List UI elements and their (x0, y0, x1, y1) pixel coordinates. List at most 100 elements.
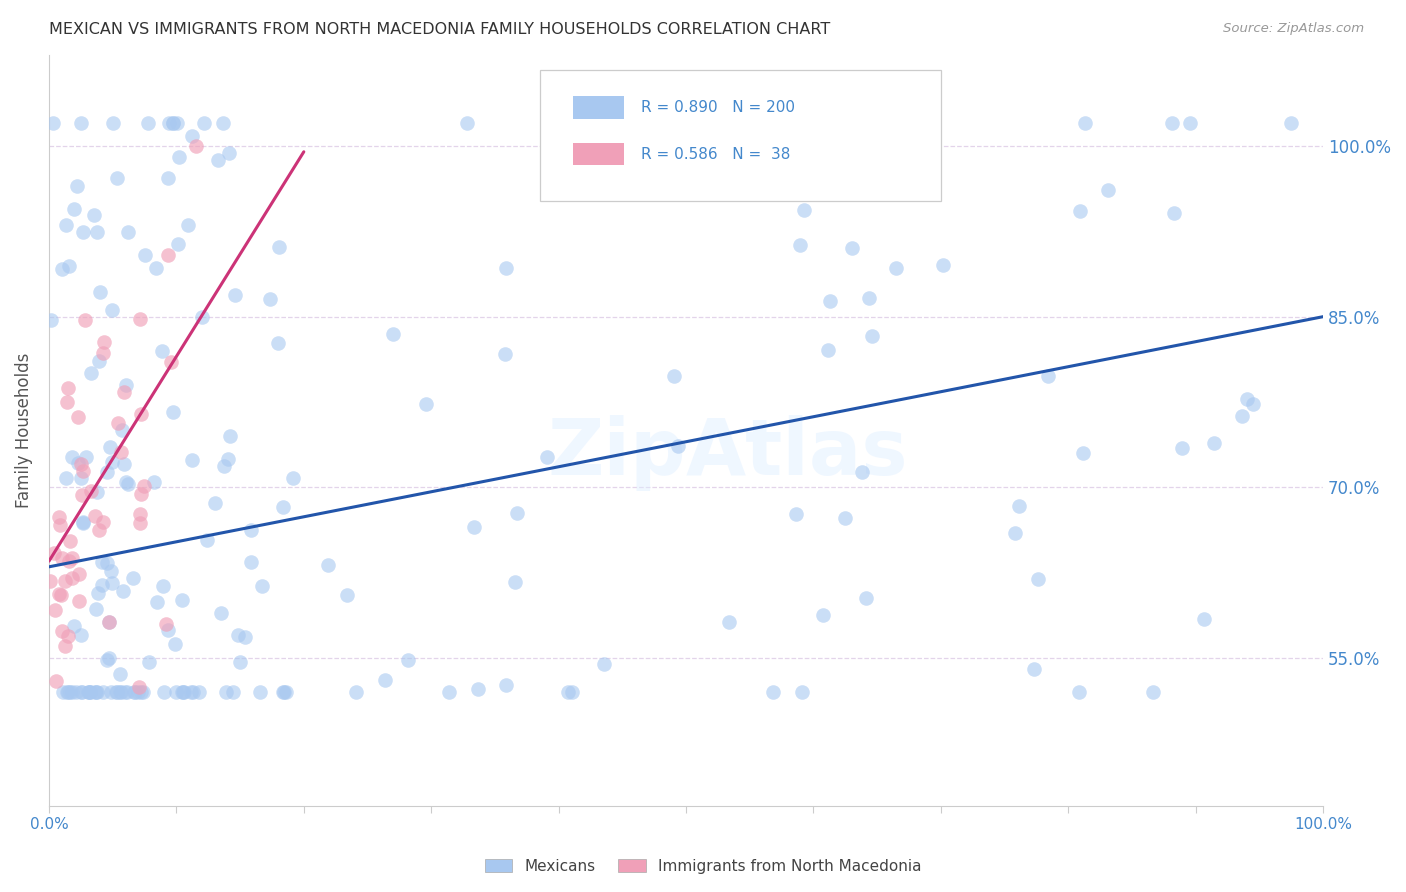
Point (163, 637, 186, 651)
Point (187, 685, 209, 699)
Point (456, 116, 478, 130)
Point (132, 479, 155, 493)
FancyBboxPatch shape (540, 70, 941, 202)
Point (112, 385, 135, 400)
Point (170, 685, 193, 699)
Point (132, 685, 155, 699)
Point (160, 355, 183, 369)
Point (111, 424, 134, 438)
Point (124, 685, 146, 699)
Point (51, 550, 73, 565)
Point (506, 506, 529, 520)
Point (129, 487, 152, 501)
Point (463, 520, 485, 534)
Point (1069, 204, 1091, 219)
Point (931, 258, 953, 272)
Point (1236, 392, 1258, 407)
Point (60, 571, 83, 585)
Y-axis label: Family Households: Family Households (15, 352, 32, 508)
Point (66, 456, 89, 470)
Point (169, 150, 191, 164)
Point (153, 685, 176, 699)
Point (60, 550, 83, 565)
Point (603, 116, 626, 130)
Bar (572, 143, 624, 165)
Point (1230, 409, 1253, 424)
Point (181, 129, 204, 144)
Point (75, 450, 97, 464)
Point (229, 655, 252, 669)
Point (145, 261, 167, 276)
Point (129, 685, 152, 699)
Point (1171, 441, 1194, 455)
Point (218, 145, 240, 160)
Point (96, 652, 118, 666)
Point (129, 311, 152, 326)
Point (112, 584, 135, 599)
Point (129, 407, 152, 421)
Point (56, 685, 79, 699)
Point (152, 578, 174, 592)
Point (96, 556, 118, 570)
Point (84, 685, 107, 699)
Point (72, 226, 94, 240)
Point (89, 285, 111, 300)
Point (77, 685, 100, 699)
Text: MEXICAN VS IMMIGRANTS FROM NORTH MACEDONIA FAMILY HOUSEHOLDS CORRELATION CHART: MEXICAN VS IMMIGRANTS FROM NORTH MACEDON… (49, 22, 831, 37)
Point (127, 685, 149, 699)
Point (249, 685, 271, 699)
Point (841, 241, 863, 255)
Point (138, 655, 160, 669)
Point (718, 615, 741, 630)
Point (162, 116, 184, 130)
Point (51, 261, 73, 276)
Point (267, 336, 290, 351)
Point (58, 259, 80, 273)
Point (105, 685, 128, 699)
Point (884, 260, 907, 275)
Point (1097, 183, 1119, 197)
Point (108, 685, 131, 699)
Point (557, 685, 579, 699)
Point (860, 329, 883, 343)
Point (89, 353, 111, 368)
Point (747, 116, 769, 130)
Point (165, 685, 187, 699)
Text: R = 0.890   N = 200: R = 0.890 N = 200 (641, 100, 796, 115)
Point (1142, 685, 1164, 699)
Point (52, 685, 75, 699)
Point (224, 288, 246, 302)
Point (173, 685, 195, 699)
Point (467, 681, 489, 696)
Point (101, 116, 124, 130)
Point (98, 615, 121, 630)
Text: Source: ZipAtlas.com: Source: ZipAtlas.com (1223, 22, 1364, 36)
Point (222, 685, 245, 699)
Point (56, 685, 79, 699)
Point (59, 685, 82, 699)
Point (146, 595, 169, 609)
Point (121, 571, 143, 585)
Legend: Mexicans, Immigrants from North Macedonia: Mexicans, Immigrants from North Macedoni… (478, 853, 928, 880)
Point (84, 685, 107, 699)
Point (181, 685, 204, 699)
Point (858, 292, 880, 306)
Point (593, 657, 616, 671)
Point (215, 685, 238, 699)
Point (86, 685, 108, 699)
Point (494, 347, 516, 361)
Point (79, 685, 101, 699)
Point (101, 302, 124, 317)
Point (128, 681, 150, 695)
Point (495, 678, 517, 692)
Point (834, 511, 856, 525)
Point (176, 218, 198, 232)
Point (167, 236, 190, 251)
Point (536, 450, 558, 465)
Point (101, 455, 124, 469)
Point (204, 496, 226, 510)
Point (65, 685, 87, 699)
Point (217, 452, 239, 467)
Point (150, 344, 173, 359)
Point (811, 608, 834, 623)
